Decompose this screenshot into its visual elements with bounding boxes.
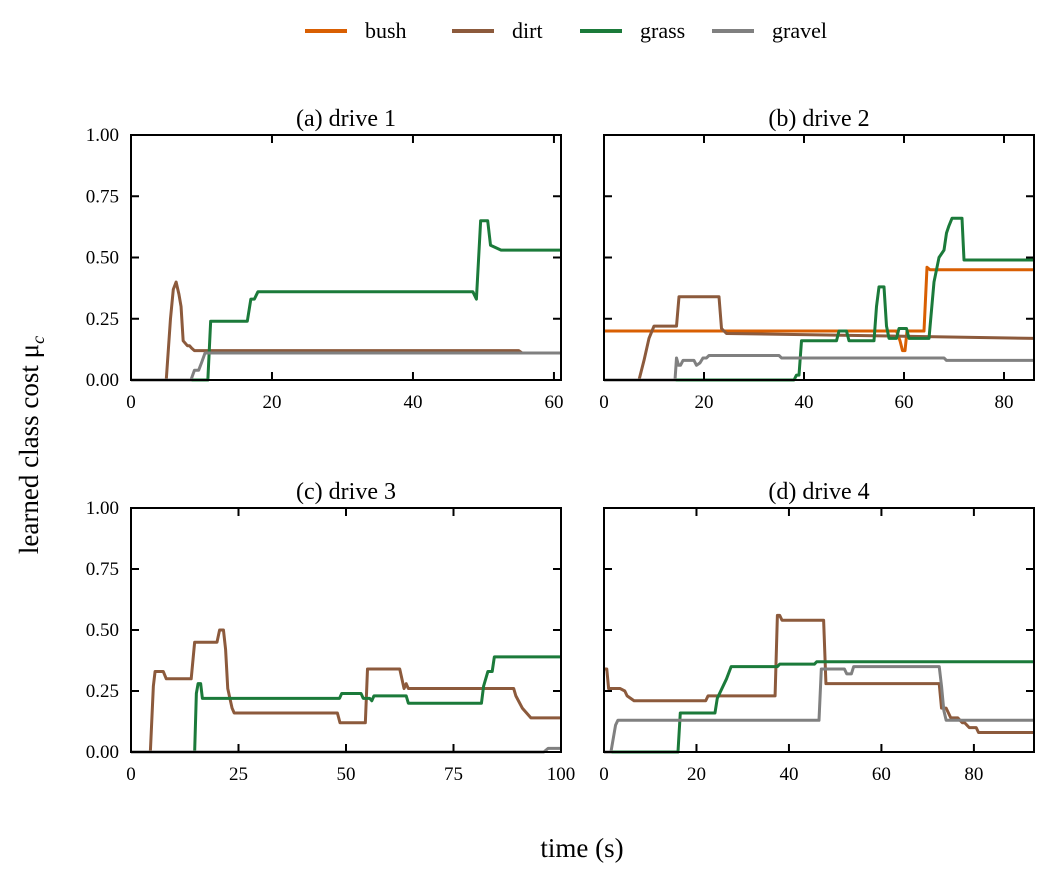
y-tick-label: 0.25	[86, 681, 119, 702]
series-line-dirt	[604, 295, 1034, 382]
legend-item-grass: grass	[580, 18, 685, 43]
panel-title: (d) drive 4	[768, 479, 869, 505]
y-tick-label: 0.75	[86, 559, 119, 580]
legend: bush dirt grass gravel	[305, 18, 827, 43]
x-tick-label: 20	[695, 392, 714, 413]
x-tick-label: 0	[126, 764, 136, 785]
series-line-grass	[131, 655, 561, 754]
x-tick-label: 50	[337, 764, 356, 785]
x-tick-label: 60	[872, 764, 891, 785]
legend-item-bush: bush	[305, 18, 407, 43]
legend-item-gravel: gravel	[712, 18, 827, 43]
x-tick-label: 60	[544, 392, 563, 413]
y-axis-label: learned class cost μc	[14, 336, 48, 554]
panel-title: (a) drive 1	[296, 106, 396, 132]
x-tick-label: 80	[995, 392, 1014, 413]
y-tick-label: 0.00	[86, 742, 119, 763]
y-tick-label: 1.00	[86, 125, 119, 146]
x-tick-label: 0	[599, 764, 609, 785]
series-line-grass	[131, 219, 561, 382]
y-tick-label: 0.00	[86, 370, 119, 391]
panel-2: 0 20 40 60 80 (b) drive 2	[599, 106, 1035, 413]
legend-item-dirt: dirt	[452, 18, 543, 43]
x-tick-label: 100	[547, 764, 576, 785]
y-axis-label-text: learned class cost μ	[14, 344, 44, 554]
plot-frame	[130, 134, 562, 381]
y-tick-label: 0.50	[86, 620, 119, 641]
x-tick-label: 20	[687, 764, 706, 785]
plot-frame	[603, 134, 1035, 381]
series-line-dirt	[604, 613, 1034, 734]
panel-4: 0 20 40 60 80 (d) drive 4	[599, 479, 1035, 785]
y-tick-label: 0.25	[86, 309, 119, 330]
x-tick-label: 40	[795, 392, 814, 413]
chart-panels: 0.00 0.25 0.50 0.75 1.00 0 20 40 60 (a) drive 1 0 2…	[86, 106, 1035, 785]
legend-label-grass: grass	[640, 18, 685, 43]
legend-label-bush: bush	[365, 18, 407, 43]
x-tick-label: 0	[599, 392, 609, 413]
series-line-dirt	[131, 280, 561, 382]
x-tick-label: 80	[964, 764, 983, 785]
y-tick-label: 1.00	[86, 498, 119, 519]
panel-3: 0.00 0.25 0.50 0.75 1.00 0 25 50 75 100 (c) drive …	[86, 479, 576, 785]
series-line-gravel	[604, 354, 1034, 382]
x-tick-label: 60	[895, 392, 914, 413]
panel-title: (b) drive 2	[768, 106, 869, 132]
panel-title: (c) drive 3	[296, 479, 396, 505]
x-axis-label: time (s)	[540, 833, 623, 863]
x-tick-label: 25	[229, 764, 248, 785]
y-tick-label: 0.75	[86, 186, 119, 207]
panel-1: 0.00 0.25 0.50 0.75 1.00 0 20 40 60 (a) drive 1	[86, 106, 564, 413]
x-tick-label: 20	[262, 392, 281, 413]
y-tick-label: 0.50	[86, 248, 119, 269]
series-line-gravel	[131, 351, 561, 382]
series-line-dirt	[131, 628, 561, 754]
x-tick-label: 75	[444, 764, 463, 785]
y-axis-label-subscript: c	[28, 336, 48, 344]
series-line-grass	[604, 660, 1034, 754]
series-line-grass	[604, 216, 1034, 382]
legend-label-dirt: dirt	[512, 18, 543, 43]
legend-label-gravel: gravel	[772, 18, 827, 43]
x-tick-label: 0	[126, 392, 136, 413]
x-tick-label: 40	[403, 392, 422, 413]
series-line-gravel	[604, 665, 1034, 754]
x-tick-label: 40	[779, 764, 798, 785]
